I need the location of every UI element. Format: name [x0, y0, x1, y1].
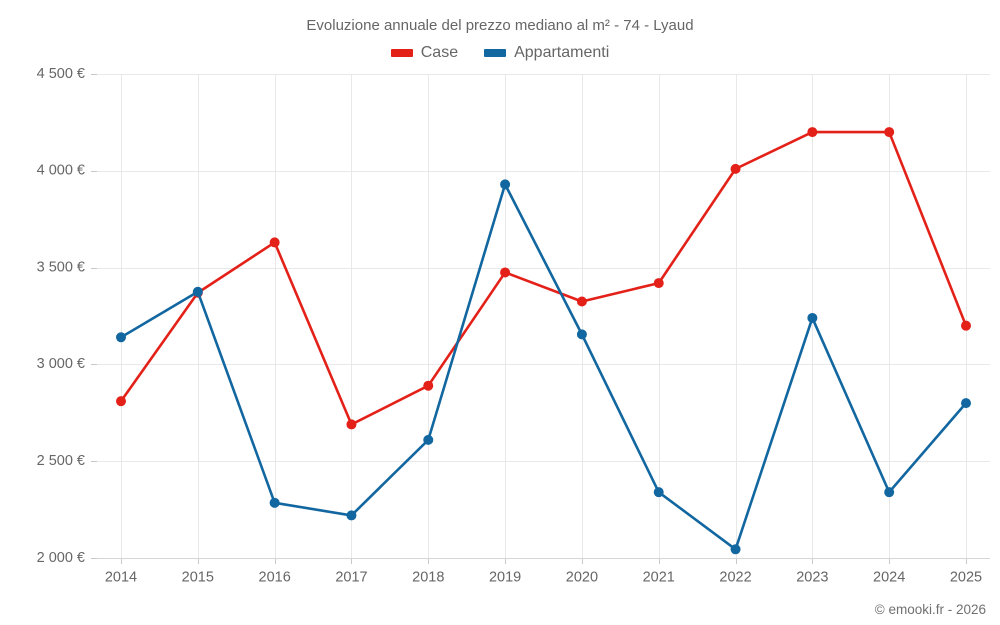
- data-point-appartamenti-2020[interactable]: [576, 329, 587, 340]
- data-point-case-2022[interactable]: [730, 163, 741, 174]
- legend-swatch-case: [390, 49, 413, 57]
- x-tick-label: 2025: [950, 570, 982, 586]
- x-tick-label: 2021: [643, 570, 675, 586]
- data-point-case-2020[interactable]: [576, 296, 587, 307]
- data-point-appartamenti-2024[interactable]: [884, 487, 895, 498]
- data-point-case-2017[interactable]: [346, 419, 357, 430]
- data-point-appartamenti-2015[interactable]: [192, 286, 203, 297]
- y-tick-label: 3 000 €: [37, 356, 85, 372]
- y-tick-label: 4 500 €: [37, 66, 85, 82]
- y-tick-label: 2 000 €: [37, 550, 85, 566]
- data-point-case-2025[interactable]: [961, 320, 971, 331]
- data-point-case-2019[interactable]: [500, 267, 511, 278]
- data-point-appartamenti-2022[interactable]: [730, 544, 741, 555]
- data-point-appartamenti-2019[interactable]: [500, 179, 511, 190]
- x-tick-label: 2018: [412, 570, 444, 586]
- data-point-case-2021[interactable]: [653, 278, 664, 289]
- data-point-appartamenti-2021[interactable]: [653, 487, 664, 498]
- x-axis-tick-labels: 2014 2015 2016 2017 2018 2019 2020 2021 2022 2023…: [105, 570, 982, 586]
- data-point-appartamenti-2017[interactable]: [346, 510, 357, 521]
- credit-attribution: © emooki.fr - 2026: [874, 602, 986, 617]
- y-axis-tick-labels: 2 000 € 2 500 € 3 000 € 3 500 € 4 000 € 4 500…: [37, 66, 85, 566]
- x-tick-label: 2017: [335, 570, 367, 586]
- x-tick-label: 2023: [796, 570, 828, 586]
- data-point-appartamenti-2025[interactable]: [961, 398, 971, 409]
- x-tick-label: 2019: [489, 570, 521, 586]
- y-tick-label: 4 000 €: [37, 163, 85, 179]
- series-line-appartamenti: [119, 183, 968, 551]
- data-point-appartamenti-2018[interactable]: [423, 434, 434, 445]
- y-tick-label: 3 500 €: [37, 259, 85, 275]
- axis-layer: [91, 74, 990, 564]
- y-tick-label: 2 500 €: [37, 453, 85, 469]
- chart-legend: Case Appartamenti: [0, 44, 1000, 62]
- data-point-appartamenti-2016[interactable]: [269, 497, 280, 508]
- data-point-appartamenti-2014[interactable]: [116, 332, 126, 343]
- legend-item-case[interactable]: Case: [390, 44, 459, 62]
- data-point-case-2014[interactable]: [116, 396, 126, 407]
- legend-label-case: Case: [420, 44, 459, 61]
- x-tick-label: 2014: [105, 570, 137, 586]
- data-point-case-2016[interactable]: [269, 237, 280, 248]
- data-point-case-2018[interactable]: [423, 380, 434, 391]
- x-tick-label: 2015: [182, 570, 214, 586]
- chart-title: Evoluzione annuale del prezzo mediano al…: [306, 17, 694, 34]
- legend-label-appartamenti: Appartamenti: [514, 44, 610, 61]
- x-tick-label: 2024: [873, 570, 905, 586]
- data-point-appartamenti-2023[interactable]: [807, 312, 818, 323]
- series-layer: [116, 127, 971, 555]
- grid-layer: [97, 74, 990, 559]
- x-tick-label: 2020: [566, 570, 598, 586]
- data-point-case-2024[interactable]: [884, 127, 895, 138]
- x-tick-label: 2016: [259, 570, 291, 586]
- legend-swatch-appartamenti: [484, 49, 507, 57]
- data-point-case-2023[interactable]: [807, 127, 818, 138]
- series-line-case: [119, 130, 968, 426]
- x-tick-label: 2022: [719, 570, 751, 586]
- legend-item-appartamenti[interactable]: Appartamenti: [484, 44, 609, 62]
